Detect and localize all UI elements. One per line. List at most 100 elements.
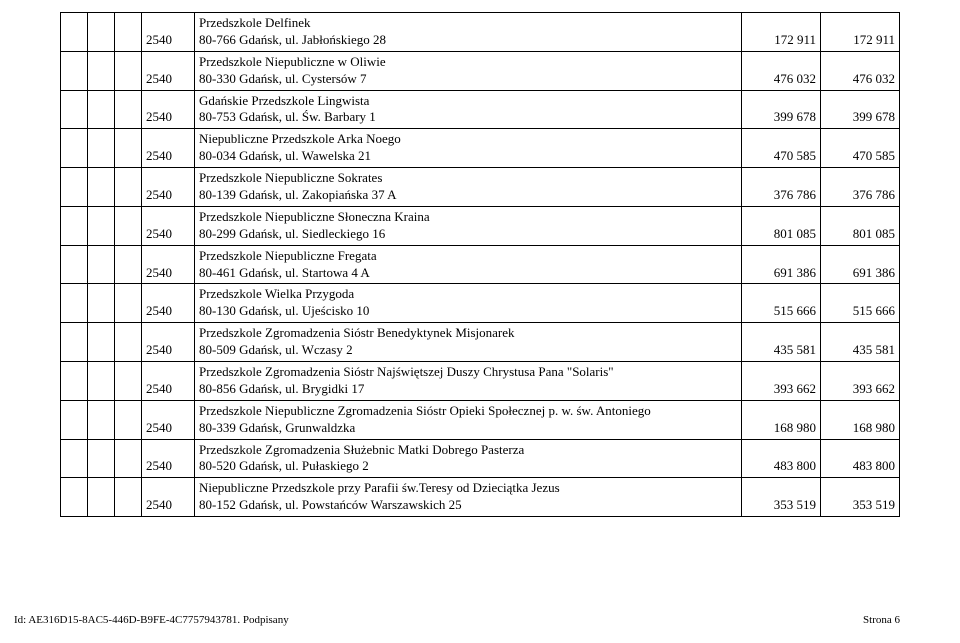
stub-cell [61,168,88,207]
description-cell: Przedszkole Zgromadzenia Sióstr Benedykt… [195,323,742,362]
description-cell: Gdańskie Przedszkole Lingwista80-753 Gda… [195,90,742,129]
value-cell-2: 393 662 [821,362,900,401]
code-cell: 2540 [142,323,195,362]
stub-cell [88,129,115,168]
value-cell-2: 476 032 [821,51,900,90]
stub-cell [88,362,115,401]
description-cell: Przedszkole Niepubliczne w Oliwie80-330 … [195,51,742,90]
value-cell-2: 470 585 [821,129,900,168]
value-cell-1: 515 666 [742,284,821,323]
stub-cell [61,400,88,439]
code-cell: 2540 [142,362,195,401]
value-cell-2: 435 581 [821,323,900,362]
value-cell-1: 393 662 [742,362,821,401]
stub-cell [115,51,142,90]
code-cell: 2540 [142,129,195,168]
value-cell-1: 353 519 [742,478,821,517]
code-cell: 2540 [142,13,195,52]
stub-cell [115,323,142,362]
code-cell: 2540 [142,90,195,129]
table-row: 2540Gdańskie Przedszkole Lingwista80-753… [61,90,900,129]
code-cell: 2540 [142,439,195,478]
table-row: 2540Przedszkole Niepubliczne Fregata80-4… [61,245,900,284]
table-row: 2540Przedszkole Delfinek80-766 Gdańsk, u… [61,13,900,52]
stub-cell [88,13,115,52]
table-row: 2540Przedszkole Zgromadzenia Sióstr Bene… [61,323,900,362]
code-cell: 2540 [142,206,195,245]
stub-cell [88,51,115,90]
stub-cell [61,362,88,401]
code-cell: 2540 [142,478,195,517]
stub-cell [88,245,115,284]
footer-page: Strona 6 [863,614,900,626]
description-cell: Niepubliczne Przedszkole Arka Noego80-03… [195,129,742,168]
table-row: 2540Niepubliczne Przedszkole Arka Noego8… [61,129,900,168]
stub-cell [115,168,142,207]
description-cell: Przedszkole Delfinek80-766 Gdańsk, ul. J… [195,13,742,52]
stub-cell [61,284,88,323]
value-cell-1: 172 911 [742,13,821,52]
description-cell: Przedszkole Niepubliczne Sokrates80-139 … [195,168,742,207]
value-cell-2: 483 800 [821,439,900,478]
stub-cell [115,206,142,245]
stub-cell [115,245,142,284]
stub-cell [115,90,142,129]
code-cell: 2540 [142,245,195,284]
table-row: 2540Niepubliczne Przedszkole przy Parafi… [61,478,900,517]
value-cell-1: 801 085 [742,206,821,245]
value-cell-2: 376 786 [821,168,900,207]
footer-id: Id: AE316D15-8AC5-446D-B9FE-4C7757943781… [14,614,289,626]
table-row: 2540Przedszkole Zgromadzenia Sióstr Najś… [61,362,900,401]
description-cell: Przedszkole Niepubliczne Fregata80-461 G… [195,245,742,284]
description-cell: Przedszkole Niepubliczne Zgromadzenia Si… [195,400,742,439]
stub-cell [61,129,88,168]
stub-cell [88,168,115,207]
value-cell-1: 483 800 [742,439,821,478]
stub-cell [61,478,88,517]
value-cell-2: 515 666 [821,284,900,323]
stub-cell [88,439,115,478]
value-cell-1: 435 581 [742,323,821,362]
value-cell-2: 691 386 [821,245,900,284]
stub-cell [115,284,142,323]
stub-cell [61,206,88,245]
value-cell-1: 691 386 [742,245,821,284]
stub-cell [115,439,142,478]
stub-cell [115,478,142,517]
stub-cell [88,90,115,129]
stub-cell [61,245,88,284]
stub-cell [61,323,88,362]
code-cell: 2540 [142,168,195,207]
table-row: 2540Przedszkole Niepubliczne Słoneczna K… [61,206,900,245]
data-table: 2540Przedszkole Delfinek80-766 Gdańsk, u… [60,12,900,517]
value-cell-2: 353 519 [821,478,900,517]
value-cell-2: 168 980 [821,400,900,439]
table-row: 2540Przedszkole Niepubliczne Zgromadzeni… [61,400,900,439]
value-cell-1: 168 980 [742,400,821,439]
description-cell: Przedszkole Wielka Przygoda80-130 Gdańsk… [195,284,742,323]
table-row: 2540Przedszkole Niepubliczne w Oliwie80-… [61,51,900,90]
stub-cell [115,129,142,168]
table-container: 2540Przedszkole Delfinek80-766 Gdańsk, u… [0,0,960,517]
description-cell: Przedszkole Zgromadzenia Sióstr Najświęt… [195,362,742,401]
value-cell-1: 399 678 [742,90,821,129]
description-cell: Niepubliczne Przedszkole przy Parafii św… [195,478,742,517]
value-cell-2: 399 678 [821,90,900,129]
description-cell: Przedszkole Zgromadzenia Służebnic Matki… [195,439,742,478]
value-cell-2: 172 911 [821,13,900,52]
code-cell: 2540 [142,284,195,323]
value-cell-1: 476 032 [742,51,821,90]
table-row: 2540Przedszkole Zgromadzenia Służebnic M… [61,439,900,478]
value-cell-1: 376 786 [742,168,821,207]
value-cell-1: 470 585 [742,129,821,168]
code-cell: 2540 [142,51,195,90]
stub-cell [61,90,88,129]
stub-cell [61,13,88,52]
stub-cell [61,439,88,478]
code-cell: 2540 [142,400,195,439]
stub-cell [115,13,142,52]
stub-cell [115,362,142,401]
stub-cell [61,51,88,90]
value-cell-2: 801 085 [821,206,900,245]
table-row: 2540Przedszkole Niepubliczne Sokrates80-… [61,168,900,207]
